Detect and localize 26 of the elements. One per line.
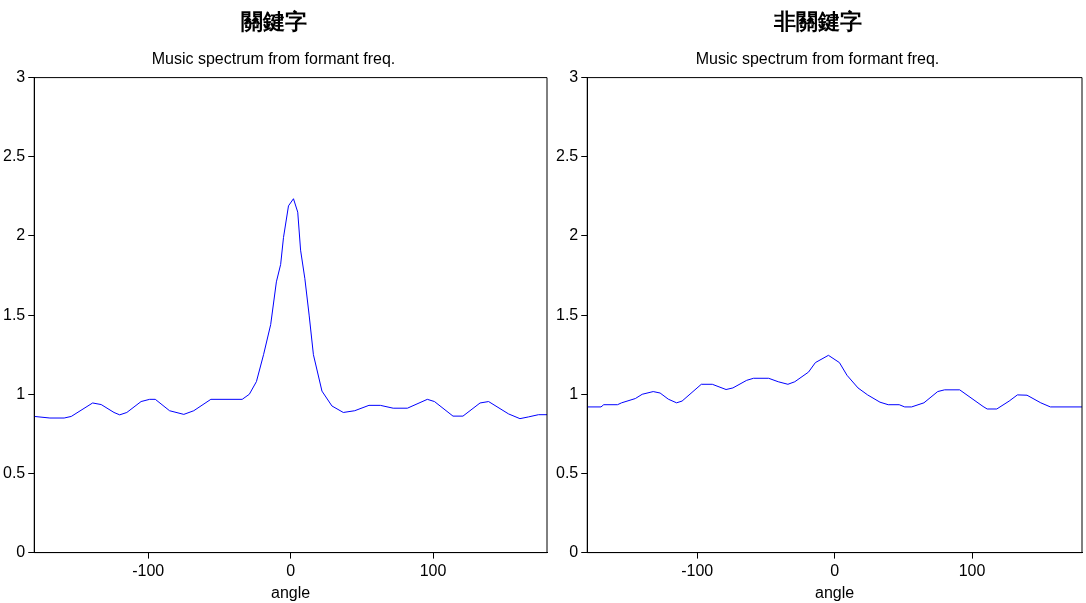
y-tick-label: 0 (569, 543, 579, 561)
chart-title: 非關鍵字 (772, 7, 862, 34)
y-tick-label: 0.5 (2, 463, 26, 481)
y-tick-label: 1 (569, 384, 579, 402)
x-tick-label: 0 (286, 561, 296, 579)
x-axis-title: angle (271, 583, 311, 601)
chart-subtitle: Music spectrum from formant freq. (695, 50, 940, 68)
chart-title: 關鍵字 (240, 7, 307, 34)
y-tick-label: 2 (16, 226, 26, 244)
y-tick-label: 1.5 (2, 305, 26, 323)
x-axis-title: angle (815, 583, 855, 601)
x-tick-label: 100 (958, 561, 986, 579)
x-tick-label: 0 (830, 561, 840, 579)
x-tick-label: 100 (419, 561, 447, 579)
y-tick-label: 1 (16, 384, 26, 402)
y-tick-label: 2.5 (2, 147, 26, 165)
y-tick-label: 0 (16, 543, 26, 561)
x-tick-label: -100 (132, 561, 165, 579)
y-tick-label: 3 (16, 68, 26, 86)
y-tick-label: 2 (569, 226, 579, 244)
y-tick-label: 0.5 (555, 463, 579, 481)
x-tick-label: -100 (681, 561, 714, 579)
y-tick-label: 3 (569, 68, 579, 86)
y-tick-label: 2.5 (555, 147, 579, 165)
y-tick-label: 1.5 (555, 305, 579, 323)
chart-subtitle: Music spectrum from formant freq. (151, 50, 396, 68)
